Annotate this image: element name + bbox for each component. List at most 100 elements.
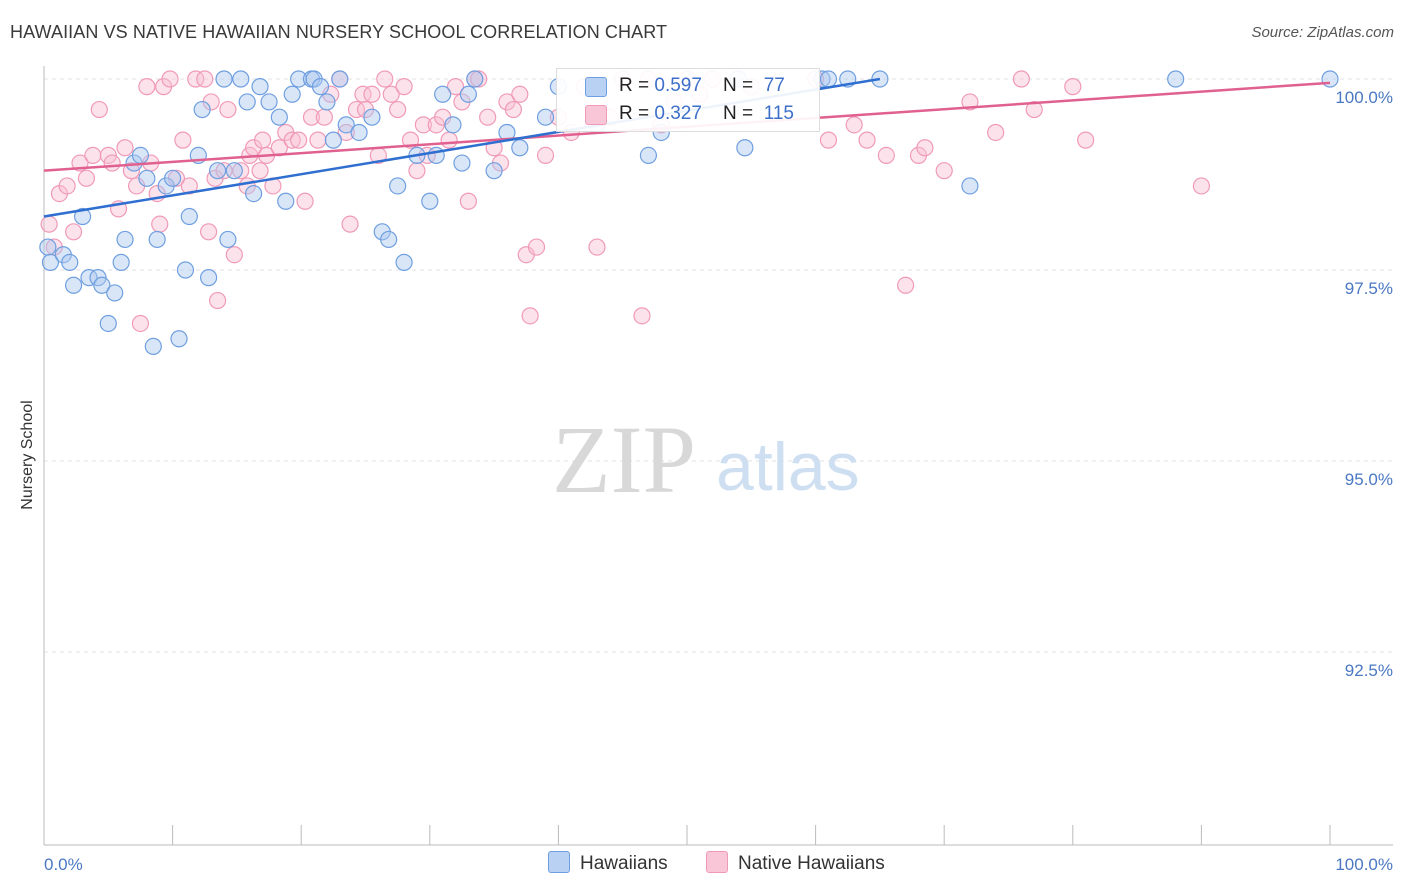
- native-r-value: 0.327: [654, 103, 702, 124]
- hawaiians-point: [193, 100, 211, 119]
- hawaiians-point: [395, 253, 413, 271]
- hawaiians-point: [466, 70, 484, 88]
- native-hawaiians-point: [302, 108, 321, 126]
- native-hawaiians-point: [341, 215, 359, 233]
- native-hawaiians-point: [254, 131, 272, 149]
- native-hawaiians-point: [414, 116, 432, 134]
- native-hawaiians-point: [916, 139, 934, 157]
- hawaiians-point: [106, 284, 124, 302]
- hawaiians-point: [61, 253, 79, 271]
- source-credit: Source: ZipAtlas.com: [1251, 24, 1394, 41]
- hawaiians-point: [337, 116, 355, 134]
- hawaiians-point: [421, 192, 439, 210]
- hawaiians-point: [453, 154, 471, 172]
- hawaiians-point: [232, 70, 250, 88]
- native-hawaiians-point: [309, 131, 327, 149]
- native-hawaiians-point: [232, 162, 250, 180]
- native-hawaiians-point: [296, 192, 314, 210]
- hawaiians-point: [459, 85, 477, 103]
- native-hawaiians-point: [1012, 70, 1030, 88]
- native-hawaiians-point: [1025, 100, 1043, 119]
- native-hawaiians-point: [935, 162, 953, 180]
- hawaiians-point: [148, 230, 166, 249]
- native-hawaiians-point: [187, 70, 205, 88]
- native-hawaiians-legend-swatch: [706, 851, 728, 873]
- axes: [43, 66, 1393, 846]
- legend-item-hawaiians[interactable]: Hawaiians: [548, 851, 668, 875]
- hawaiians-point: [961, 177, 979, 195]
- hawaiians-point: [251, 78, 269, 96]
- x-tick-labels: 0.0% 100.0%: [44, 855, 1393, 874]
- hawaiians-point: [434, 85, 452, 103]
- hawaiians-legend-swatch: [548, 851, 570, 873]
- native-hawaiians-point: [877, 146, 895, 164]
- hawaiians-point: [260, 93, 278, 111]
- hawaiians-point: [112, 253, 130, 271]
- native-hawaiians-point: [90, 100, 108, 119]
- hawaiians-point: [215, 70, 233, 88]
- native-hawaiians-point: [209, 291, 227, 310]
- hawaiians-point: [131, 146, 150, 164]
- hawaiians-point: [363, 108, 381, 126]
- hawaiians-point: [41, 253, 60, 271]
- hawaiians-point: [277, 192, 295, 210]
- hawaiians-point: [283, 85, 301, 103]
- hawaiians-point: [1167, 70, 1185, 88]
- native-hawaiians-point: [440, 131, 458, 149]
- native-hawaiians-point: [283, 131, 301, 149]
- native-hawaiians-point: [64, 223, 83, 241]
- hawaiians-point: [639, 146, 658, 164]
- y-tick-label: 95.0%: [1345, 470, 1393, 489]
- hawaiians-point: [324, 131, 342, 149]
- hawaiians-point: [180, 207, 198, 226]
- native-hawaiians-point: [196, 70, 214, 88]
- hawaiians-point: [485, 162, 503, 180]
- watermark-zip: ZIP: [552, 406, 696, 513]
- native-r-label: R =: [619, 103, 655, 124]
- native-hawaiians-point: [446, 78, 465, 96]
- native-hawaiians-point: [858, 131, 876, 149]
- hawaiians-n-value: 77: [763, 75, 785, 96]
- native-hawaiians-point: [536, 146, 555, 164]
- native-hawaiians-point: [315, 108, 333, 126]
- native-hawaiians-point: [588, 238, 606, 256]
- native-hawaiians-point: [290, 131, 308, 149]
- native-hawaiians-point: [116, 139, 134, 157]
- hawaiians-point: [116, 230, 134, 249]
- hawaiians-point: [138, 169, 156, 187]
- native-hawaiians-legend-label: Native Hawaiians: [738, 853, 885, 874]
- native-hawaiians-point: [174, 131, 192, 149]
- hawaiians-point: [380, 230, 398, 249]
- correlation-legend: R = 0.597 N = 77 R = 0.327 N = 115: [556, 68, 820, 132]
- hawaiians-point: [1321, 70, 1339, 88]
- native-hawaiians-point: [1077, 131, 1095, 149]
- y-tick-label: 92.5%: [1345, 661, 1393, 680]
- hawaiians-point: [170, 330, 188, 348]
- native-hawaiians-point: [77, 169, 96, 187]
- y-tick-labels: 100.0% 97.5% 95.0% 92.5%: [1335, 88, 1393, 680]
- native-hawaiians-point: [845, 116, 863, 134]
- hawaiians-point: [444, 116, 462, 134]
- native-hawaiians-point: [987, 123, 1005, 142]
- native-hawaiians-point: [58, 177, 76, 195]
- hawaiians-point: [144, 337, 162, 355]
- native-hawaiians-point: [225, 246, 243, 264]
- hawaiians-point: [73, 207, 92, 226]
- chart-title: HAWAIIAN VS NATIVE HAWAIIAN NURSERY SCHO…: [10, 22, 668, 42]
- hawaiians-r-value: 0.597: [654, 75, 702, 96]
- native-hawaiians-point: [1192, 177, 1211, 195]
- hawaiians-n-label: N =: [723, 75, 759, 96]
- native-hawaiians-point: [138, 78, 156, 96]
- hawaiians-r-label: R =: [619, 75, 655, 96]
- native-hawaiians-point: [180, 177, 198, 195]
- legend-item-native-hawaiians[interactable]: Native Hawaiians: [706, 851, 885, 875]
- x-tick-label-min: 0.0%: [44, 855, 83, 874]
- hawaiians-point: [80, 269, 98, 287]
- native-hawaiians-point: [251, 162, 269, 180]
- native-hawaiians-point: [84, 146, 102, 164]
- native-hawaiians-point: [151, 215, 169, 233]
- hawaiians-point: [536, 108, 555, 126]
- native-hawaiians-point: [389, 100, 407, 119]
- native-hawaiians-point: [200, 223, 218, 241]
- native-hawaiians-point: [376, 70, 394, 88]
